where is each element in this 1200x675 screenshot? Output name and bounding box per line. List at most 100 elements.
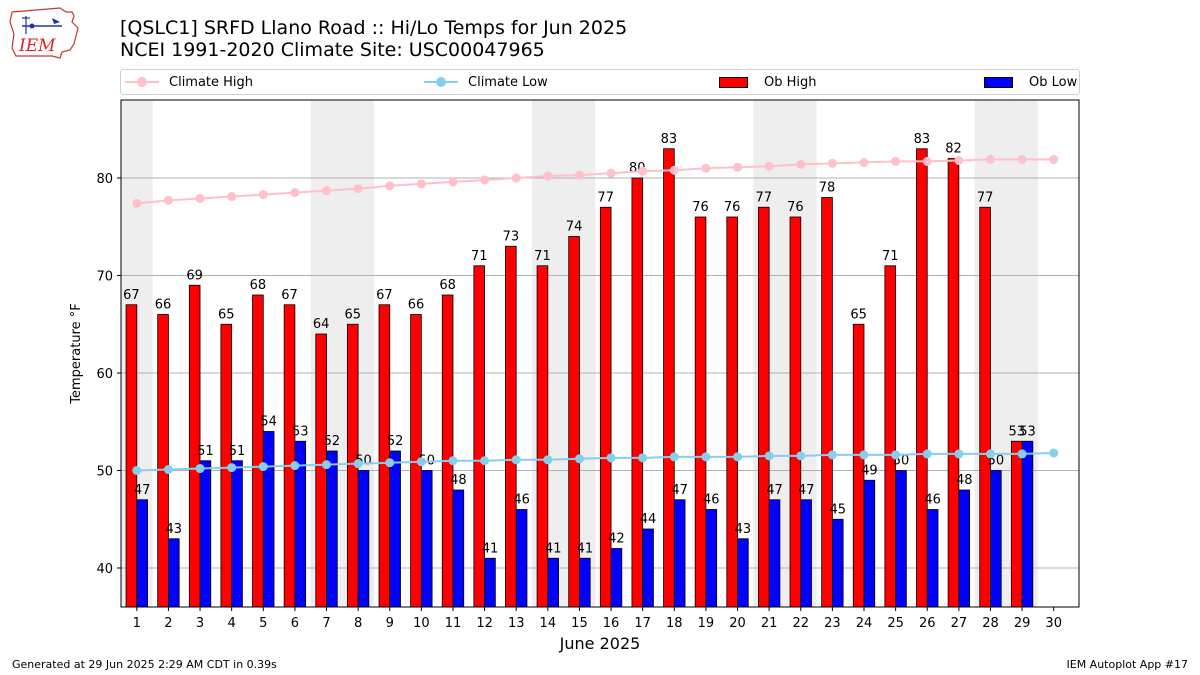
x-tick-label: 29 bbox=[1014, 616, 1031, 631]
ob-low-label: 46 bbox=[703, 493, 720, 508]
climate-low-point bbox=[163, 465, 173, 475]
climate-high-point bbox=[416, 179, 426, 189]
ob-high-label: 65 bbox=[850, 307, 867, 322]
ob-low-bar bbox=[168, 538, 180, 608]
ob-low-bar bbox=[547, 557, 559, 608]
ob-low-label: 52 bbox=[324, 434, 341, 449]
ob-low-label: 43 bbox=[166, 522, 183, 537]
x-tick-label: 30 bbox=[1045, 616, 1062, 631]
x-tick-label: 10 bbox=[413, 616, 430, 631]
legend-box-icon bbox=[984, 76, 1013, 88]
climate-low-point bbox=[827, 450, 837, 460]
ob-low-bar bbox=[452, 489, 465, 608]
ob-high-bar bbox=[252, 294, 264, 608]
ob-high-label: 76 bbox=[692, 200, 709, 215]
legend-item-climate-low: Climate Low bbox=[424, 73, 548, 91]
climate-high-point bbox=[227, 192, 237, 202]
climate-low-point bbox=[543, 455, 553, 465]
climate-high-point bbox=[701, 163, 711, 173]
climate-high-point bbox=[322, 186, 332, 196]
ob-low-bar bbox=[262, 431, 275, 608]
climate-low-point bbox=[1017, 449, 1027, 459]
legend-line-icon bbox=[125, 73, 159, 91]
ob-low-label: 41 bbox=[577, 541, 594, 556]
ob-high-label: 53 bbox=[1008, 424, 1025, 439]
x-tick-label: 14 bbox=[540, 616, 557, 631]
climate-low-point bbox=[701, 452, 711, 462]
climate-low-point bbox=[227, 463, 237, 473]
ob-high-bar bbox=[884, 265, 897, 608]
ob-high-bar bbox=[125, 304, 138, 608]
x-tick-label: 24 bbox=[856, 616, 873, 631]
ob-low-label: 51 bbox=[229, 444, 246, 459]
plot-frame bbox=[120, 99, 1080, 608]
climate-low-point bbox=[922, 449, 932, 459]
ob-high-bar bbox=[789, 216, 802, 608]
ob-low-bar bbox=[673, 499, 686, 608]
ob-low-label: 46 bbox=[924, 493, 941, 508]
ob-low-label: 54 bbox=[260, 415, 277, 430]
x-tick-label: 5 bbox=[259, 616, 267, 631]
climate-high-line bbox=[136, 158, 1054, 205]
climate-high-point bbox=[922, 156, 932, 166]
climate-high-point bbox=[163, 195, 173, 205]
climate-low-point bbox=[132, 466, 142, 475]
ob-low-label: 47 bbox=[671, 483, 688, 498]
ob-high-label: 68 bbox=[439, 278, 456, 293]
climate-low-point bbox=[733, 452, 743, 462]
ob-low-bar bbox=[800, 499, 812, 608]
ob-low-bar bbox=[484, 557, 496, 608]
ob-high-bar bbox=[758, 206, 770, 608]
ob-high-label: 78 bbox=[819, 181, 836, 196]
x-tick-label: 6 bbox=[291, 616, 299, 631]
y-tick-label: 80 bbox=[96, 172, 113, 187]
x-tick-label: 23 bbox=[824, 616, 841, 631]
ob-high-label: 67 bbox=[281, 288, 298, 303]
ob-high-label: 77 bbox=[977, 190, 994, 205]
legend: Climate High Climate Low Ob High Ob Low bbox=[120, 69, 1080, 95]
ob-low-bar bbox=[958, 489, 971, 608]
legend-label: Ob High bbox=[764, 74, 817, 90]
ob-low-bar bbox=[610, 548, 623, 608]
ob-high-label: 71 bbox=[534, 249, 551, 264]
climate-high-point bbox=[827, 158, 837, 168]
legend-item-ob-low: Ob Low bbox=[984, 73, 1077, 91]
climate-low-line bbox=[136, 451, 1054, 472]
climate-low-point bbox=[891, 450, 901, 460]
legend-label: Climate High bbox=[169, 74, 254, 90]
ob-low-label: 47 bbox=[798, 483, 815, 498]
climate-low-point bbox=[258, 462, 268, 472]
ob-low-bar bbox=[326, 450, 338, 608]
legend-item-climate-high: Climate High bbox=[125, 73, 253, 91]
ob-low-label: 53 bbox=[1019, 424, 1036, 439]
ob-low-bar bbox=[136, 499, 148, 608]
ob-high-label: 67 bbox=[376, 288, 393, 303]
ob-high-bar bbox=[599, 206, 612, 608]
x-tick-label: 28 bbox=[982, 616, 999, 631]
climate-high-point bbox=[1049, 154, 1059, 164]
ob-high-label: 67 bbox=[123, 288, 140, 303]
ob-low-label: 41 bbox=[482, 541, 499, 556]
chart-title: [QSLC1] SRFD Llano Road :: Hi/Lo Temps f… bbox=[120, 17, 628, 39]
x-tick-label: 11 bbox=[445, 616, 462, 631]
ob-low-label: 53 bbox=[292, 424, 309, 439]
ob-high-bar bbox=[916, 148, 928, 608]
climate-low-point bbox=[796, 451, 806, 461]
climate-low-point bbox=[353, 459, 363, 469]
climate-high-point bbox=[859, 157, 869, 167]
climate-high-point bbox=[606, 168, 616, 178]
x-tick-label: 7 bbox=[322, 616, 330, 631]
ob-high-label: 71 bbox=[471, 249, 488, 264]
x-tick-label: 19 bbox=[698, 616, 715, 631]
ob-low-label: 43 bbox=[735, 522, 752, 537]
ob-low-bar bbox=[642, 528, 654, 608]
logo-text: IEM bbox=[18, 36, 56, 56]
x-tick-label: 16 bbox=[603, 616, 620, 631]
x-tick-label: 4 bbox=[228, 616, 236, 631]
x-axis-label: June 2025 bbox=[559, 634, 641, 653]
climate-high-point bbox=[543, 171, 553, 181]
climate-high-point bbox=[353, 184, 363, 194]
y-tick-label: 50 bbox=[96, 465, 113, 480]
climate-low-point bbox=[669, 452, 679, 462]
